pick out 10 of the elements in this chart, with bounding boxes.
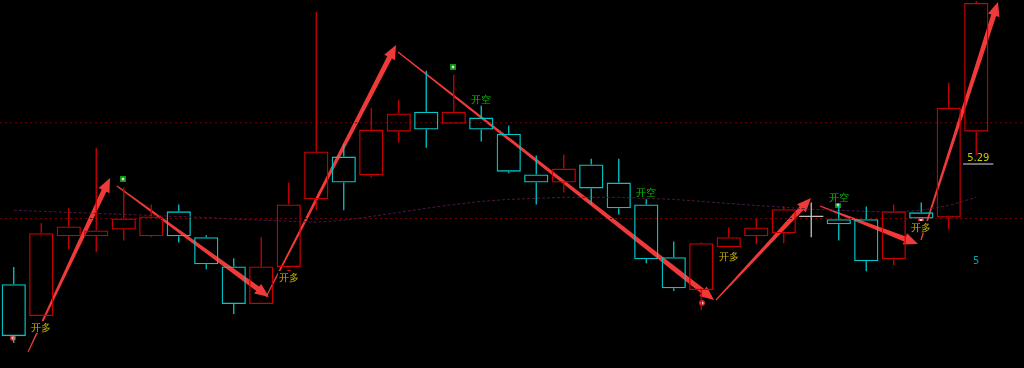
- annotation: 开空: [636, 187, 657, 198]
- annotation: 5: [973, 255, 980, 266]
- annotation: 开多: [278, 272, 299, 283]
- annotation: 开多: [911, 222, 932, 233]
- annotation: 开空: [471, 94, 492, 105]
- annotation: 开多: [718, 251, 739, 262]
- annotation: 开空: [828, 192, 849, 203]
- annotation: 开多: [31, 322, 52, 333]
- annotation: 5.29: [967, 152, 990, 163]
- candlestick: [798, 201, 824, 238]
